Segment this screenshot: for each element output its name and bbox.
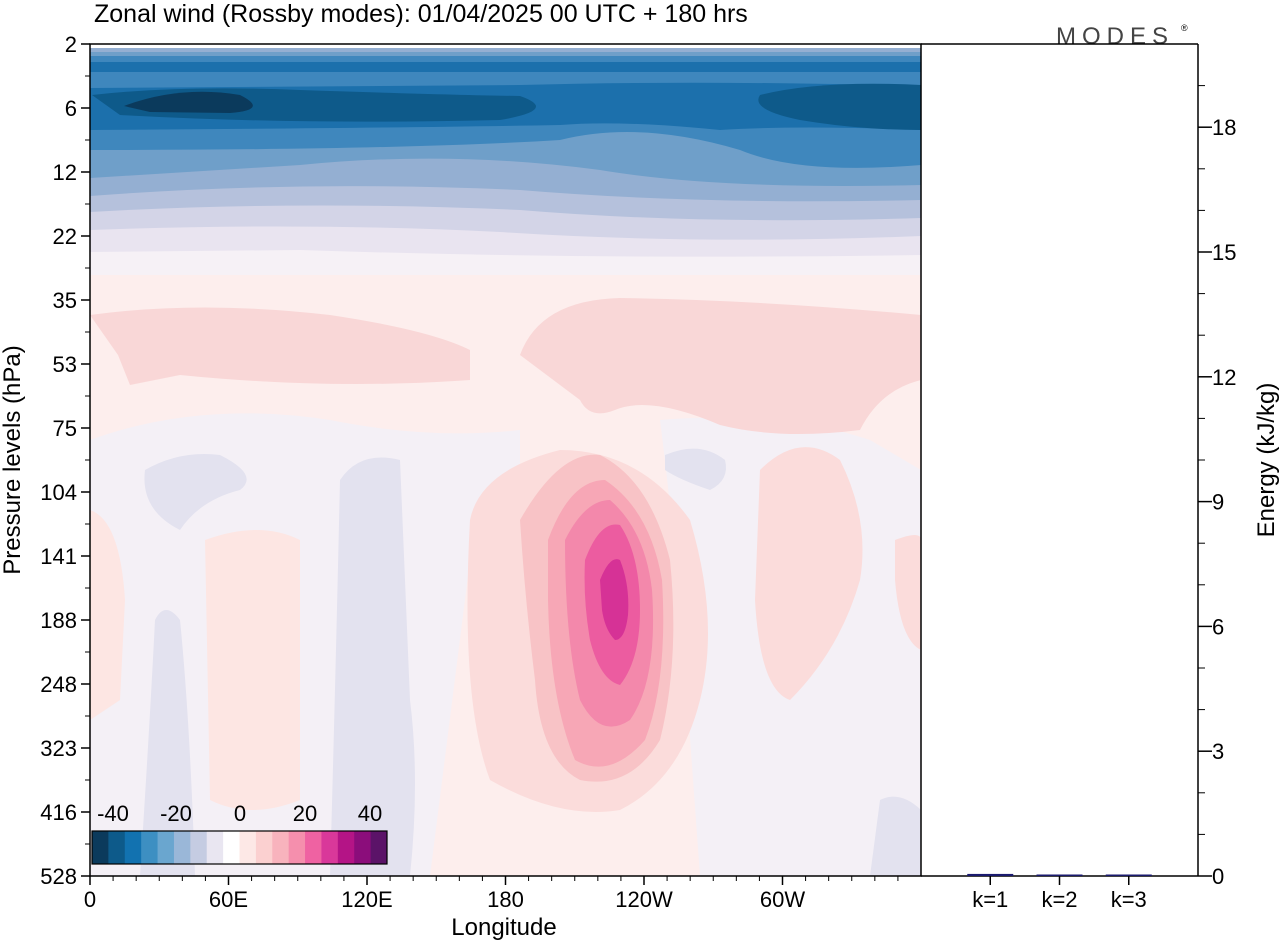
y-tick-label: 248 — [40, 672, 77, 697]
colorbar-swatch — [305, 831, 322, 864]
x-tick-label: 180 — [487, 887, 524, 912]
y-tick-label: 75 — [53, 416, 77, 441]
colorbar-swatch — [206, 831, 224, 864]
colorbar-swatch — [223, 831, 240, 864]
y-tick-label: 188 — [40, 608, 77, 633]
colorbar-swatch — [157, 831, 175, 864]
x-axis-label: Longitude — [451, 914, 556, 941]
colorbar-swatch — [190, 831, 208, 864]
x-tick-label: 120W — [615, 887, 673, 912]
y-tick-label: 12 — [53, 160, 77, 185]
x-tick-label: 60W — [760, 887, 805, 912]
colorbar-tick-label: -20 — [160, 801, 192, 826]
y-tick-label: 141 — [40, 544, 77, 569]
colorbar: -40 -20 0 20 40 — [91, 801, 388, 865]
energy-bars — [967, 873, 1152, 876]
x-axis: 0 60E 120E 180 120W 60W — [84, 876, 899, 912]
colorbar-swatch — [288, 831, 306, 864]
y-tick-label: 416 — [40, 800, 77, 825]
energy-y-axis: 0 3 6 9 12 15 18 — [1198, 85, 1236, 889]
y-tick-label: 53 — [53, 352, 77, 377]
colorbar-tick-label: 20 — [293, 801, 317, 826]
zonal-wind-field — [90, 44, 921, 876]
colorbar-swatch — [239, 831, 257, 864]
colorbar-tick-label: -40 — [97, 801, 129, 826]
energy-tick-label: 15 — [1212, 240, 1236, 265]
colorbar-swatch — [92, 831, 109, 864]
energy-axis-label: Energy (kJ/kg) — [1253, 383, 1280, 538]
chart-title: Zonal wind (Rossby modes): 01/04/2025 00… — [94, 0, 748, 28]
energy-tick-label: 9 — [1212, 490, 1224, 515]
colorbar-swatch — [141, 831, 159, 864]
energy-tick-label: 3 — [1212, 739, 1224, 764]
colorbar-swatch — [124, 831, 142, 864]
colorbar-tick-label: 0 — [234, 801, 246, 826]
energy-bar — [1105, 874, 1152, 876]
energy-x-axis: k=1 k=2 k=3 — [972, 876, 1147, 912]
energy-category-label: k=3 — [1111, 887, 1147, 912]
colorbar-swatch — [321, 831, 339, 864]
modes-logo: MODES — [1056, 23, 1174, 50]
energy-tick-label: 6 — [1212, 614, 1224, 639]
colorbar-swatch — [108, 831, 126, 864]
energy-bar — [967, 873, 1014, 876]
colorbar-tick-label: 40 — [358, 801, 382, 826]
y-tick-label: 6 — [65, 96, 77, 121]
x-tick-label: 60E — [209, 887, 248, 912]
y-tick-label: 323 — [40, 736, 77, 761]
y-axis-label: Pressure levels (hPa) — [0, 345, 26, 574]
colorbar-swatch — [255, 831, 273, 864]
energy-bar — [1036, 874, 1083, 876]
x-tick-label: 0 — [84, 887, 96, 912]
energy-category-label: k=2 — [1041, 887, 1077, 912]
energy-tick-label: 12 — [1212, 365, 1236, 390]
colorbar-swatch — [354, 831, 372, 864]
colorbar-swatch — [173, 831, 191, 864]
colorbar-swatch — [337, 831, 355, 864]
registered-mark: ® — [1181, 23, 1188, 33]
y-tick-label: 528 — [40, 864, 77, 889]
y-tick-label: 22 — [53, 224, 77, 249]
energy-category-label: k=1 — [972, 887, 1008, 912]
energy-tick-label: 18 — [1212, 115, 1236, 140]
colorbar-swatch — [370, 831, 388, 864]
y-tick-label: 104 — [40, 480, 77, 505]
y-axis: 2 6 12 22 35 53 75 104 141 188 248 323 416 528 — [40, 32, 90, 889]
colorbar-swatch — [272, 831, 290, 864]
y-tick-label: 35 — [53, 288, 77, 313]
y-tick-label: 2 — [65, 32, 77, 57]
x-tick-label: 120E — [341, 887, 392, 912]
energy-tick-label: 0 — [1212, 864, 1224, 889]
